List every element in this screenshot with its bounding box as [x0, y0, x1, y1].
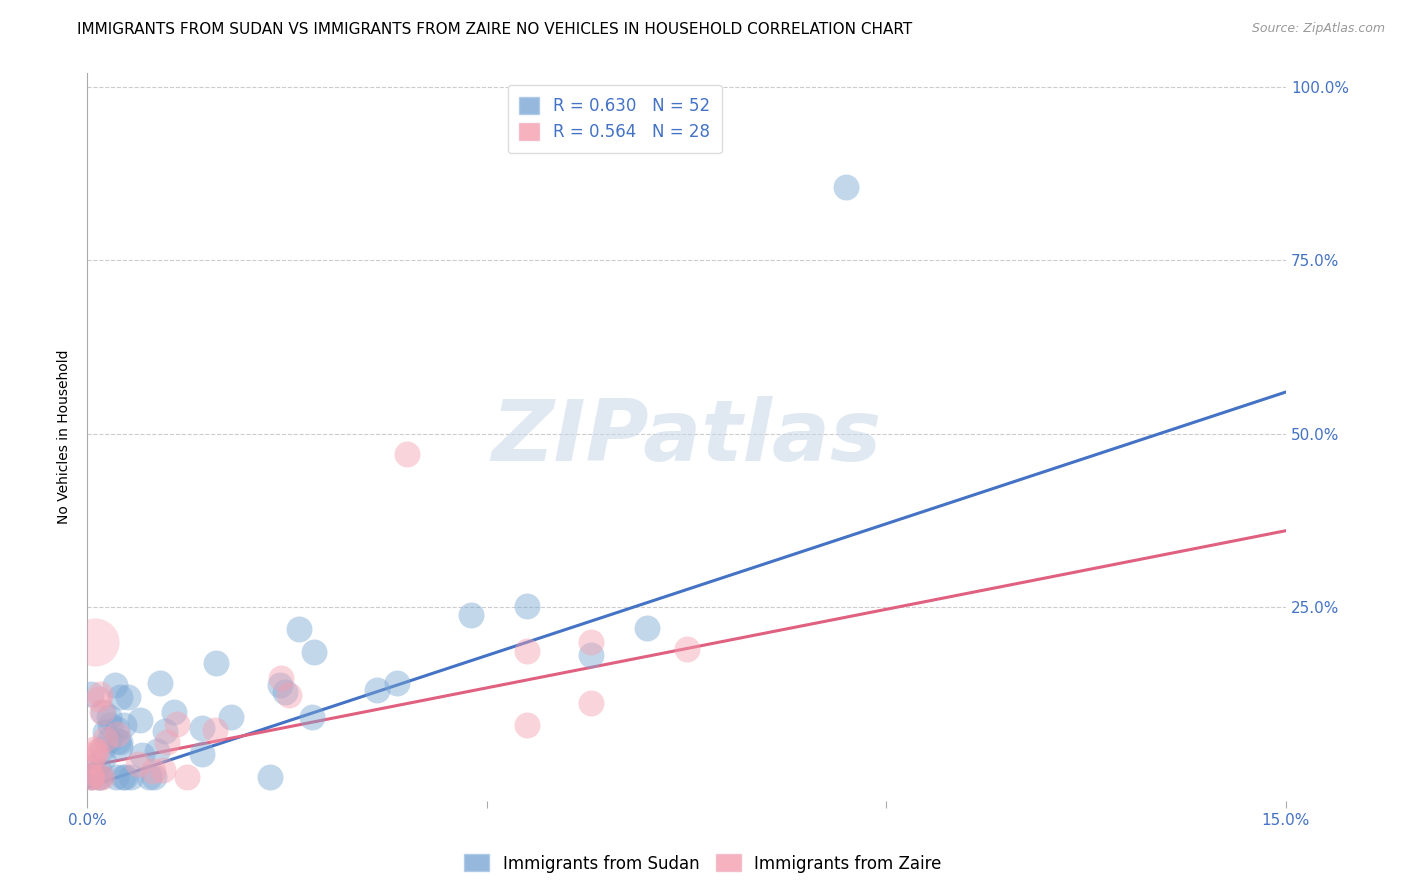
Point	[105, 722, 128, 736]
Point	[288, 622, 311, 636]
Point	[83, 768, 105, 782]
Point	[86, 744, 108, 758]
Point	[302, 645, 325, 659]
Point	[142, 764, 165, 778]
Point	[83, 742, 105, 756]
Point	[395, 447, 418, 461]
Point	[98, 717, 121, 731]
Point	[129, 713, 152, 727]
Y-axis label: No Vehicles in Household: No Vehicles in Household	[58, 350, 72, 524]
Point	[191, 721, 214, 735]
Point	[90, 706, 112, 720]
Point	[80, 760, 103, 774]
Point	[219, 710, 242, 724]
Point	[579, 634, 602, 648]
Point	[269, 678, 291, 692]
Point	[636, 621, 658, 635]
Point	[87, 763, 110, 777]
Point	[274, 685, 297, 699]
Point	[111, 770, 134, 784]
Point	[131, 747, 153, 762]
Point	[152, 763, 174, 777]
Point	[146, 744, 169, 758]
Point	[90, 770, 112, 784]
Point	[80, 753, 103, 767]
Point	[110, 739, 132, 754]
Point	[112, 717, 135, 731]
Point	[149, 676, 172, 690]
Point	[835, 180, 858, 194]
Point	[80, 769, 103, 783]
Legend: R = 0.630   N = 52, R = 0.564   N = 28: R = 0.630 N = 52, R = 0.564 N = 28	[508, 85, 721, 153]
Text: IMMIGRANTS FROM SUDAN VS IMMIGRANTS FROM ZAIRE NO VEHICLES IN HOUSEHOLD CORRELAT: IMMIGRANTS FROM SUDAN VS IMMIGRANTS FROM…	[77, 22, 912, 37]
Point	[84, 747, 107, 761]
Point	[366, 683, 388, 698]
Point	[579, 648, 602, 662]
Point	[120, 770, 142, 784]
Point	[204, 656, 226, 670]
Point	[270, 672, 292, 686]
Point	[163, 705, 186, 719]
Point	[516, 643, 538, 657]
Point	[301, 710, 323, 724]
Point	[127, 756, 149, 771]
Point	[107, 734, 129, 748]
Point	[94, 725, 117, 739]
Point	[93, 705, 115, 719]
Point	[516, 718, 538, 732]
Point	[104, 678, 127, 692]
Point	[259, 770, 281, 784]
Point	[80, 770, 103, 784]
Point	[91, 752, 114, 766]
Point	[385, 676, 408, 690]
Point	[110, 735, 132, 749]
Point	[516, 599, 538, 614]
Point	[191, 747, 214, 762]
Point	[98, 733, 121, 747]
Point	[98, 710, 121, 724]
Point	[80, 770, 103, 784]
Legend: Immigrants from Sudan, Immigrants from Zaire: Immigrants from Sudan, Immigrants from Z…	[458, 847, 948, 880]
Point	[91, 742, 114, 756]
Point	[80, 770, 103, 784]
Text: Source: ZipAtlas.com: Source: ZipAtlas.com	[1251, 22, 1385, 36]
Point	[80, 687, 103, 701]
Point	[84, 634, 107, 648]
Text: ZIPatlas: ZIPatlas	[492, 395, 882, 478]
Point	[204, 723, 226, 737]
Point	[89, 770, 111, 784]
Point	[176, 770, 198, 784]
Point	[105, 727, 128, 741]
Point	[166, 716, 188, 731]
Point	[87, 692, 110, 706]
Point	[579, 696, 602, 710]
Point	[138, 770, 160, 784]
Point	[89, 687, 111, 701]
Point	[142, 770, 165, 784]
Point	[114, 770, 136, 784]
Point	[89, 770, 111, 784]
Point	[675, 642, 697, 657]
Point	[94, 732, 117, 747]
Point	[87, 770, 110, 784]
Point	[156, 735, 179, 749]
Point	[117, 690, 139, 705]
Point	[108, 690, 131, 704]
Point	[460, 608, 482, 623]
Point	[278, 688, 301, 702]
Point	[155, 723, 177, 738]
Point	[105, 770, 128, 784]
